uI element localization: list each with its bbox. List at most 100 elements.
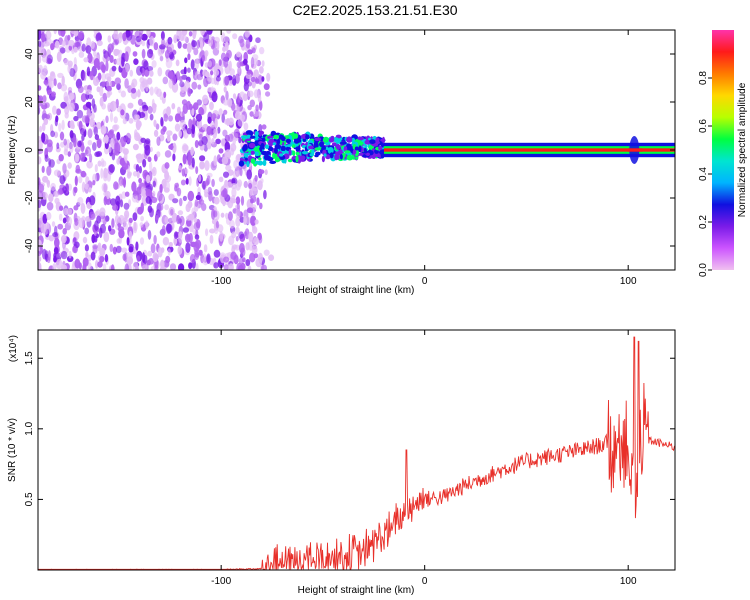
spectrogram-noise-cell	[186, 218, 192, 227]
spectrogram-noise-cell	[129, 69, 134, 77]
spectrogram-noise-cell	[202, 94, 209, 105]
spectrogram-noise-cell	[157, 67, 163, 77]
spectrogram-noise-cell	[100, 125, 107, 135]
spectrogram-noise-cell	[175, 71, 181, 81]
spectrogram-noise-cell	[177, 245, 183, 255]
spectrogram-noise-cell	[195, 252, 200, 258]
spectrogram-noise-cell	[248, 182, 253, 189]
spectrogram-cell	[276, 138, 281, 145]
spectrogram-noise-cell	[224, 41, 229, 52]
spectrogram-noise-cell	[213, 249, 221, 258]
spectrogram-noise-cell	[135, 120, 142, 128]
spectrogram-cell	[309, 153, 314, 157]
spectrogram-noise-cell	[178, 165, 182, 171]
spectrogram-noise-cell	[198, 174, 202, 182]
spectrogram-x-tick-label: 0	[422, 276, 428, 287]
spectrogram-noise-cell	[59, 175, 66, 185]
spectrogram-noise-cell	[61, 40, 66, 47]
spectrogram-noise-cell	[264, 169, 268, 176]
spectrogram-noise-cell	[223, 171, 229, 178]
spectrogram-noise-cell	[38, 255, 42, 263]
spectrogram-noise-cell	[223, 256, 230, 263]
spectrogram-noise-cell	[257, 94, 262, 103]
spectrogram-noise-cell	[58, 122, 62, 132]
spectrogram-cell	[295, 151, 300, 156]
spectrogram-cell	[308, 145, 314, 150]
spectrogram-noise-cell	[124, 263, 130, 270]
spectrogram-y-tick-label: -20	[24, 190, 35, 205]
spectrogram-noise-cell	[73, 186, 78, 193]
spectrogram-cell	[286, 144, 293, 148]
spectrogram-noise-cell	[149, 70, 154, 77]
spectrogram-cell	[335, 143, 341, 150]
spectrogram-noise-cell	[136, 65, 143, 76]
spectrogram-noise-cell	[78, 30, 85, 40]
spectrogram-noise-cell	[147, 105, 153, 114]
spectrogram-noise-cell	[195, 113, 203, 122]
spectrogram-noise-cell	[254, 175, 258, 182]
spectrogram-noise-cell	[97, 261, 103, 268]
spectrogram-cell	[248, 142, 256, 149]
spectrogram-noise-cell	[145, 138, 151, 145]
spectrogram-cell	[322, 145, 326, 151]
spectrogram-noise-cell	[38, 183, 45, 193]
spectrogram-noise-cell	[110, 100, 117, 112]
spectrogram-cell	[262, 159, 267, 166]
spectrogram-noise-cell	[160, 259, 165, 269]
spectrogram-noise-cell	[82, 236, 88, 244]
spectrogram-noise-cell	[139, 222, 144, 228]
spectrogram-noise-cell	[171, 103, 176, 110]
spectrogram-noise-cell	[204, 50, 209, 57]
spectrogram-noise-cell	[164, 162, 170, 169]
spectrogram-noise-cell	[46, 165, 52, 176]
spectrogram-noise-cell	[38, 177, 41, 186]
spectrogram-noise-cell	[101, 160, 107, 167]
spectrogram-noise-cell	[118, 214, 125, 224]
spectrogram-cell	[297, 134, 302, 141]
colorbar-tick-label: 0.8	[698, 71, 709, 85]
spectrogram-noise-cell	[186, 42, 192, 54]
spectrogram-noise-cell	[172, 133, 178, 141]
spectrogram-noise-cell	[131, 87, 137, 94]
spectrogram-noise-cell	[160, 128, 166, 135]
spectrogram-noise-cell	[236, 51, 242, 58]
spectrogram-cell	[257, 160, 264, 166]
spectrogram-noise-cell	[177, 41, 182, 49]
spectrogram-noise-cell	[216, 40, 220, 51]
spectrogram-noise-cell	[93, 77, 99, 86]
spectrogram-cell	[272, 152, 278, 158]
spectrogram-noise-cell	[87, 94, 94, 100]
spectrogram-noise-cell	[132, 261, 139, 270]
spectrogram-noise-cell	[187, 87, 192, 97]
spectrogram-noise-cell	[116, 131, 121, 141]
spectrogram-noise-cell	[227, 211, 233, 221]
spectrogram-cell	[364, 139, 371, 145]
spectrogram-noise-cell	[194, 140, 199, 148]
spectrogram-noise-cell	[60, 101, 67, 109]
spectrogram-noise-cell	[52, 263, 57, 270]
spectrogram-noise-cell	[239, 167, 243, 177]
spectrogram-noise-cell	[132, 51, 138, 57]
spectrogram-cell	[295, 155, 299, 163]
spectrogram-noise-cell	[218, 148, 224, 154]
spectrogram-noise-cell	[249, 99, 255, 108]
spectrogram-noise-cell	[172, 198, 179, 204]
spectrogram-noise-cell	[232, 78, 237, 86]
spectrogram-noise-cell	[86, 160, 93, 169]
spectrogram-noise-cell	[263, 189, 267, 200]
spectrogram-noise-cell	[93, 126, 99, 136]
spectrogram-noise-cell	[110, 138, 115, 147]
spectrogram-noise-cell	[167, 248, 171, 256]
spectrogram-noise-cell	[99, 255, 105, 263]
spectrogram-noise-cell	[195, 263, 199, 270]
spectrogram-noise-cell	[251, 47, 256, 54]
spectrogram-noise-cell	[240, 195, 245, 206]
snr-frame-border	[37, 329, 676, 571]
spectrogram-noise-cell	[53, 169, 61, 177]
spectrogram-noise-cell	[235, 181, 241, 191]
spectrogram-noise-cell	[218, 108, 223, 116]
spectrogram-noise-cell	[235, 226, 240, 235]
colorbar-tick-label: 0.2	[698, 215, 709, 229]
spectrogram-noise-cell	[43, 79, 49, 85]
